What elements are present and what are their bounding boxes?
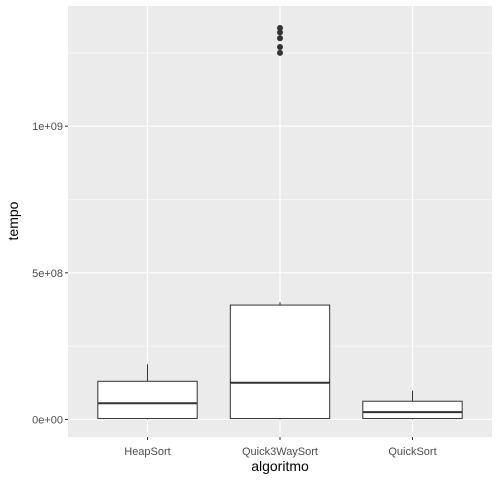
outlier-point	[277, 29, 283, 36]
outlier-point	[277, 35, 283, 42]
x-tick-label: QuickSort	[388, 446, 436, 458]
outlier-point	[277, 44, 283, 51]
x-tick-label: HeapSort	[124, 446, 170, 458]
box-body	[229, 304, 331, 420]
outlier-point	[277, 24, 283, 31]
outlier-point	[277, 49, 283, 56]
box-Quick3WaySort	[229, 24, 331, 420]
y-tick-label: 0e+00	[32, 414, 63, 426]
box-body	[362, 400, 463, 420]
y-axis: 0e+00 5e+08 1e+09	[32, 121, 68, 426]
x-axis-title: algoritmo	[251, 458, 309, 474]
box-HeapSort	[97, 364, 198, 420]
y-tick-label: 1e+09	[32, 121, 63, 133]
y-tick-label: 5e+08	[32, 268, 63, 280]
y-axis-title: tempo	[5, 201, 21, 240]
x-tick-label: Quick3WaySort	[242, 446, 318, 458]
boxes-layer	[97, 24, 463, 420]
box-QuickSort	[362, 390, 463, 420]
box-body	[97, 380, 198, 420]
x-axis: HeapSort Quick3WaySort QuickSort	[124, 437, 437, 458]
